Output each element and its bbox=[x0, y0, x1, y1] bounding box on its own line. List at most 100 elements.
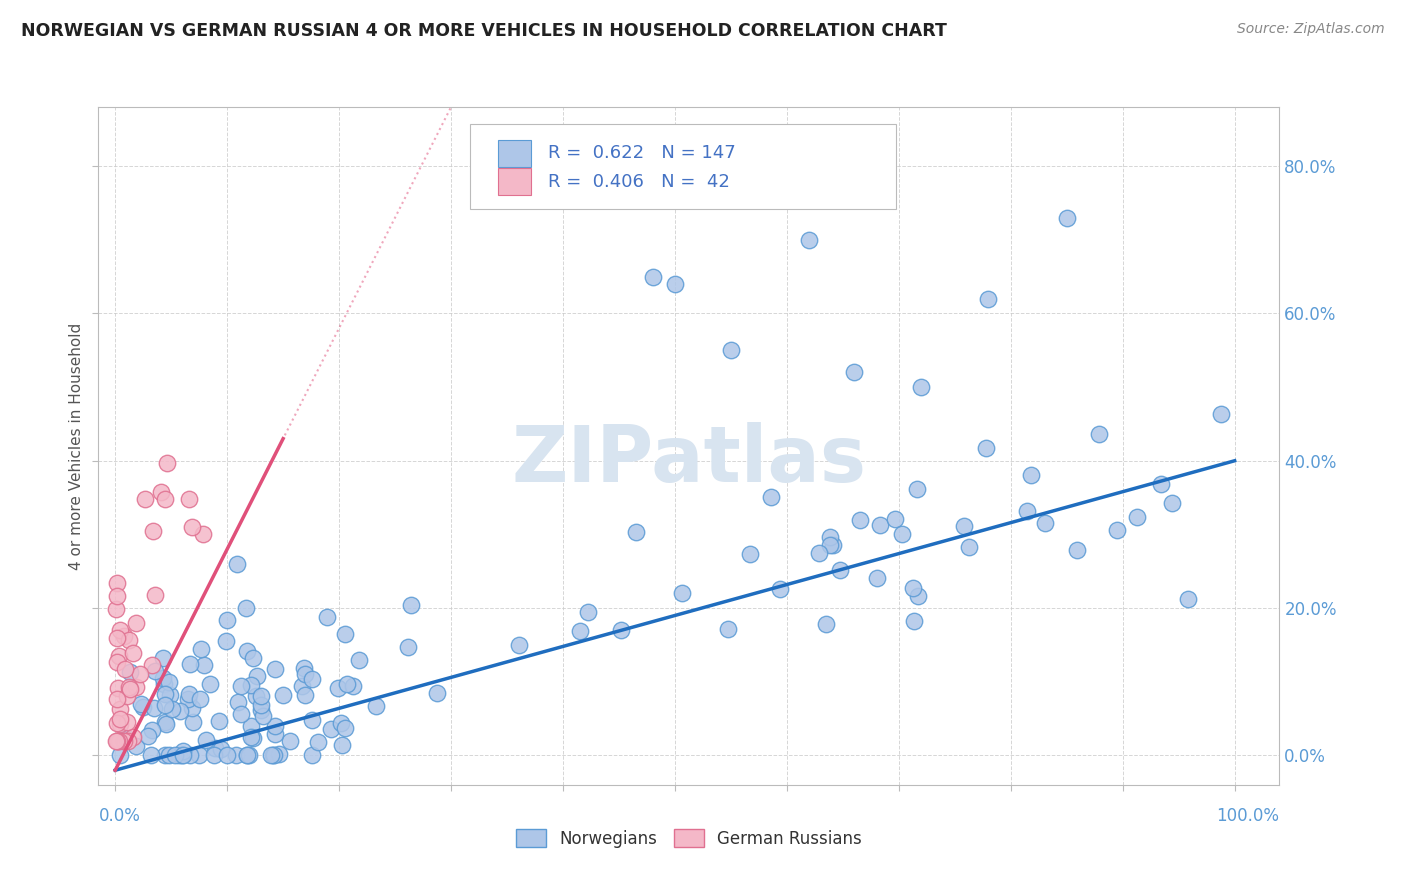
Norwegians bbox=[157, 674, 180, 689]
Norwegians bbox=[249, 689, 271, 703]
Norwegians bbox=[208, 714, 231, 728]
Text: NORWEGIAN VS GERMAN RUSSIAN 4 OR MORE VEHICLES IN HOUSEHOLD CORRELATION CHART: NORWEGIAN VS GERMAN RUSSIAN 4 OR MORE VE… bbox=[21, 22, 948, 40]
Norwegians bbox=[1160, 496, 1182, 510]
Norwegians bbox=[172, 748, 194, 763]
German Russians bbox=[117, 733, 139, 747]
Norwegians bbox=[236, 748, 259, 763]
German Russians bbox=[121, 730, 143, 744]
German Russians bbox=[105, 733, 128, 747]
Norwegians bbox=[294, 688, 316, 702]
German Russians bbox=[179, 492, 201, 507]
Norwegians bbox=[194, 732, 217, 747]
Norwegians bbox=[141, 748, 163, 763]
Norwegians bbox=[761, 491, 783, 505]
Norwegians bbox=[155, 748, 177, 763]
German Russians bbox=[105, 716, 128, 731]
Text: 0.0%: 0.0% bbox=[98, 807, 141, 825]
Norwegians bbox=[671, 586, 693, 600]
Norwegians bbox=[250, 698, 273, 712]
Norwegians bbox=[821, 538, 844, 552]
Norwegians bbox=[957, 540, 980, 554]
Norwegians bbox=[578, 605, 600, 619]
Norwegians bbox=[124, 739, 146, 753]
Norwegians bbox=[1177, 592, 1199, 607]
Norwegians bbox=[301, 748, 323, 763]
Norwegians bbox=[291, 679, 314, 693]
Norwegians bbox=[159, 688, 181, 702]
Norwegians bbox=[229, 707, 252, 722]
Norwegians bbox=[110, 748, 132, 763]
German Russians bbox=[181, 520, 204, 534]
Norwegians bbox=[866, 571, 889, 585]
Norwegians bbox=[1033, 516, 1056, 531]
Norwegians bbox=[129, 697, 152, 711]
FancyBboxPatch shape bbox=[498, 139, 530, 167]
Norwegians bbox=[508, 638, 530, 652]
Y-axis label: 4 or more Vehicles in Household: 4 or more Vehicles in Household bbox=[69, 322, 84, 570]
Norwegians bbox=[120, 665, 142, 680]
Norwegians bbox=[271, 688, 294, 702]
Norwegians bbox=[245, 689, 267, 703]
Norwegians bbox=[225, 558, 247, 572]
Norwegians bbox=[264, 719, 287, 733]
Norwegians bbox=[1019, 467, 1042, 482]
Norwegians bbox=[336, 677, 359, 691]
Norwegians bbox=[347, 653, 370, 667]
Norwegians bbox=[238, 748, 260, 763]
Norwegians bbox=[901, 582, 924, 596]
Text: R =  0.406   N =  42: R = 0.406 N = 42 bbox=[548, 173, 730, 191]
German Russians bbox=[104, 602, 127, 616]
Norwegians bbox=[200, 676, 222, 690]
German Russians bbox=[149, 484, 172, 499]
Norwegians bbox=[569, 624, 592, 638]
German Russians bbox=[118, 633, 141, 648]
Norwegians bbox=[1149, 477, 1171, 491]
Norwegians bbox=[849, 512, 872, 526]
German Russians bbox=[112, 733, 135, 747]
German Russians bbox=[108, 717, 131, 731]
Norwegians bbox=[1211, 407, 1233, 421]
Norwegians bbox=[333, 722, 356, 736]
Norwegians bbox=[738, 547, 761, 561]
German Russians bbox=[107, 681, 129, 695]
Norwegians bbox=[143, 665, 166, 679]
Norwegians bbox=[953, 519, 976, 533]
Norwegians bbox=[260, 748, 283, 763]
Norwegians bbox=[242, 651, 264, 665]
Norwegians bbox=[249, 703, 271, 717]
Norwegians bbox=[319, 723, 342, 737]
Norwegians bbox=[262, 748, 284, 763]
Norwegians bbox=[1105, 523, 1128, 537]
Norwegians bbox=[610, 623, 633, 637]
Norwegians bbox=[155, 687, 177, 701]
Norwegians bbox=[818, 538, 841, 552]
Norwegians bbox=[240, 678, 263, 692]
Norwegians bbox=[717, 623, 740, 637]
German Russians bbox=[115, 689, 138, 703]
Norwegians bbox=[225, 748, 247, 763]
Norwegians bbox=[252, 708, 274, 723]
Norwegians bbox=[333, 627, 356, 641]
Norwegians bbox=[890, 527, 912, 541]
Norwegians bbox=[239, 730, 262, 744]
German Russians bbox=[108, 712, 131, 726]
Norwegians bbox=[905, 482, 928, 496]
German Russians bbox=[108, 733, 131, 747]
Norwegians bbox=[155, 717, 177, 731]
Norwegians bbox=[426, 686, 449, 700]
Text: R =  0.622   N = 147: R = 0.622 N = 147 bbox=[548, 145, 737, 162]
German Russians bbox=[105, 655, 128, 669]
Text: Source: ZipAtlas.com: Source: ZipAtlas.com bbox=[1237, 22, 1385, 37]
German Russians bbox=[105, 691, 128, 706]
Norwegians bbox=[143, 701, 166, 715]
German Russians bbox=[125, 615, 148, 630]
Norwegians bbox=[307, 735, 329, 749]
German Russians bbox=[105, 631, 128, 645]
Norwegians bbox=[263, 748, 285, 763]
Norwegians bbox=[342, 679, 364, 693]
Norwegians bbox=[720, 343, 742, 358]
Norwegians bbox=[190, 642, 212, 657]
Norwegians bbox=[267, 747, 290, 762]
Legend: Norwegians, German Russians: Norwegians, German Russians bbox=[509, 822, 869, 855]
Norwegians bbox=[396, 640, 419, 654]
